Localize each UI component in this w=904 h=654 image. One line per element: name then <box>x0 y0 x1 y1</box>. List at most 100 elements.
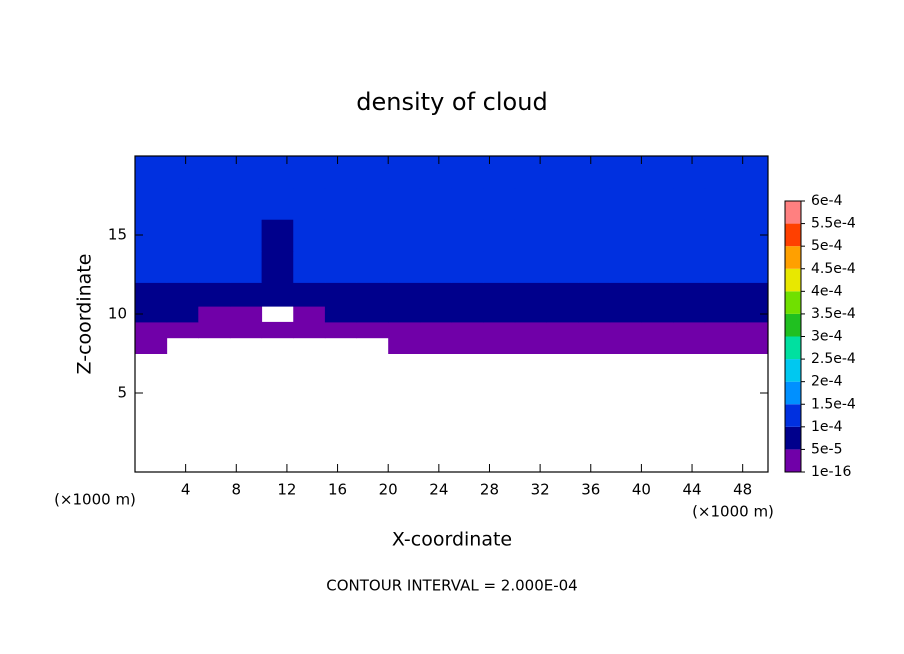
contour-cell <box>609 156 642 189</box>
contour-cell <box>578 250 611 283</box>
y-tick-label: 10 <box>108 305 127 323</box>
colorbar-cell <box>785 336 801 360</box>
contour-cell <box>135 321 168 339</box>
contour-cell <box>166 156 199 189</box>
contour-cell <box>609 219 642 252</box>
contour-cell <box>546 337 579 354</box>
contour-cell <box>641 321 674 339</box>
contour-cell <box>198 321 231 339</box>
contour-cell <box>451 337 484 354</box>
contour-cell <box>483 306 516 323</box>
contour-cell <box>419 306 452 323</box>
contour-cell <box>324 219 358 252</box>
contour-cell <box>293 156 326 189</box>
contour-cell <box>261 250 294 283</box>
contour-cell <box>261 156 294 189</box>
contour-cell <box>166 282 199 307</box>
contour-cell <box>261 219 294 252</box>
contour-cell <box>609 250 642 283</box>
contour-cell <box>419 282 452 307</box>
contour-cell <box>229 321 263 339</box>
contour-cell <box>324 321 358 339</box>
contour-cell <box>451 282 484 307</box>
x-tick-label: 20 <box>379 481 398 499</box>
contour-cell <box>578 306 611 323</box>
contour-cell <box>166 250 199 283</box>
contour-cell <box>324 187 358 220</box>
contour-cell <box>483 337 516 354</box>
contour-cell <box>514 187 547 220</box>
contour-cell <box>451 321 484 339</box>
contour-cell <box>419 156 452 189</box>
colorbar-label: 3.5e-4 <box>811 306 856 322</box>
contour-cell <box>483 250 516 283</box>
colorbar-label: 1e-16 <box>811 464 851 480</box>
contour-cell <box>388 250 421 283</box>
contour-cell <box>419 187 452 220</box>
colorbar-label: 2e-4 <box>811 374 843 390</box>
contour-cell <box>135 156 168 189</box>
contour-cell <box>261 282 294 307</box>
x-tick-label: 32 <box>531 481 550 499</box>
contour-field <box>135 156 769 354</box>
contour-cell <box>229 306 263 323</box>
contour-cell <box>388 337 421 354</box>
colorbar-label: 5e-4 <box>811 238 843 254</box>
colorbar-cell <box>785 381 801 405</box>
contour-cell <box>736 250 769 283</box>
contour-cell <box>419 321 452 339</box>
contour-cell <box>514 337 547 354</box>
x-tick-label: 8 <box>232 481 242 499</box>
colorbar-label: 4.5e-4 <box>811 261 856 277</box>
contour-cell <box>356 250 389 283</box>
colorbar-cell <box>785 223 801 247</box>
contour-cell <box>293 250 326 283</box>
contour-cell <box>483 187 516 220</box>
contour-cell <box>514 156 547 189</box>
contour-cell <box>641 187 674 220</box>
contour-cell <box>641 156 674 189</box>
contour-cell <box>546 306 579 323</box>
colorbar-label: 4e-4 <box>811 283 843 299</box>
contour-cell <box>546 250 579 283</box>
x-unit-label: (×1000 m) <box>692 503 774 521</box>
contour-cell <box>324 156 358 189</box>
colorbar-cell <box>785 313 801 337</box>
x-axis-label: X-coordinate <box>392 529 512 551</box>
contour-cell <box>609 187 642 220</box>
contour-cell <box>704 282 737 307</box>
contour-cell <box>451 156 484 189</box>
contour-cell <box>514 219 547 252</box>
contour-cell <box>356 282 389 307</box>
contour-cell <box>229 187 263 220</box>
contour-cell <box>356 306 389 323</box>
y-tick-label: 15 <box>108 226 127 244</box>
colorbar-cell <box>785 201 801 224</box>
contour-cell <box>673 282 706 307</box>
contour-cell <box>324 306 358 323</box>
colorbar-cell <box>785 426 801 450</box>
contour-cell <box>166 321 199 339</box>
contour-cell <box>356 219 389 252</box>
x-tick-label: 44 <box>682 481 701 499</box>
colorbar-label: 5.5e-4 <box>811 216 856 232</box>
contour-cell <box>293 187 326 220</box>
contour-cell <box>514 321 547 339</box>
x-tick-label: 36 <box>581 481 600 499</box>
chart-title: density of cloud <box>356 88 547 116</box>
contour-cell <box>229 219 263 252</box>
contour-cell <box>546 156 579 189</box>
contour-cell <box>546 282 579 307</box>
contour-cell <box>388 306 421 323</box>
contour-cell <box>261 321 294 339</box>
contour-cell <box>578 337 611 354</box>
contour-cell <box>293 321 326 339</box>
contour-cell <box>198 219 231 252</box>
contour-cell <box>736 282 769 307</box>
contour-cell <box>388 321 421 339</box>
contour-cell <box>704 321 737 339</box>
contour-cell <box>324 282 358 307</box>
contour-cell <box>388 187 421 220</box>
contour-cell <box>609 321 642 339</box>
